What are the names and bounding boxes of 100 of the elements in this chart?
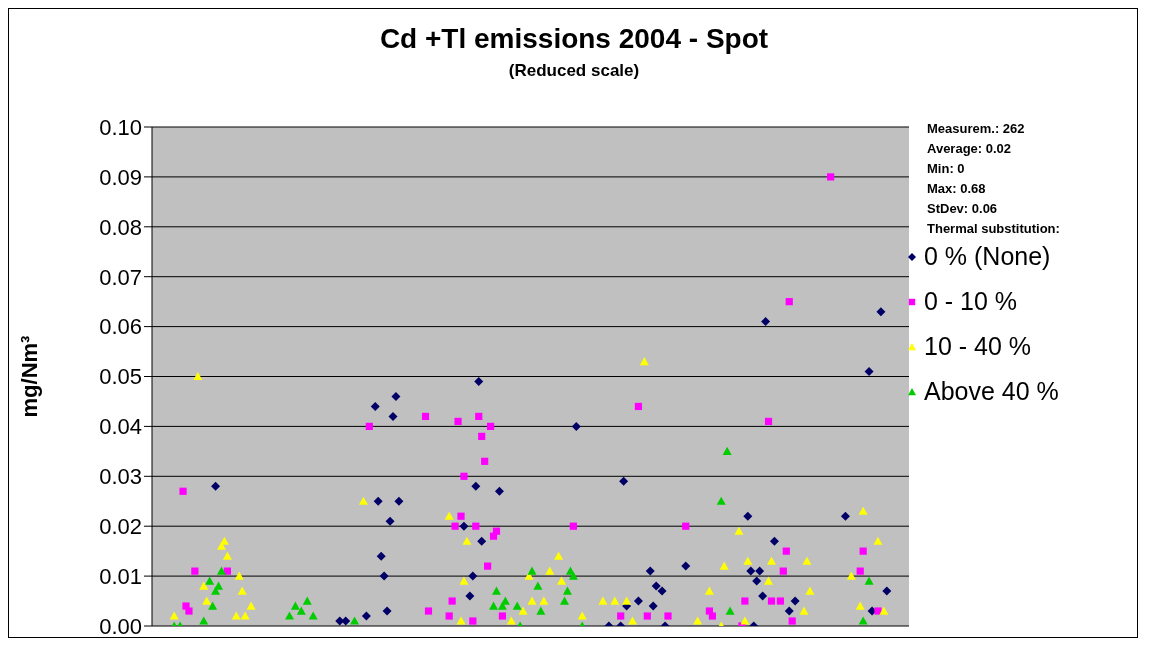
point <box>444 511 454 520</box>
point <box>394 496 404 506</box>
point <box>451 522 459 530</box>
y-tick-label: 0.03 <box>99 464 142 490</box>
text: Measurem.: 262 <box>927 121 1026 138</box>
point <box>471 481 481 491</box>
point <box>785 298 793 306</box>
point <box>469 617 477 625</box>
point <box>840 511 850 521</box>
point <box>234 571 244 580</box>
point <box>468 571 478 581</box>
point <box>876 307 886 317</box>
point <box>214 581 224 590</box>
point <box>494 486 504 496</box>
point <box>776 597 784 605</box>
y-tick-label: 0.02 <box>99 514 142 540</box>
point <box>246 601 256 610</box>
point <box>784 606 794 616</box>
legend-label: 0 % (None) <box>924 242 1051 271</box>
point <box>767 597 776 605</box>
point <box>199 581 209 590</box>
point <box>805 586 815 595</box>
point <box>216 566 226 575</box>
point <box>864 576 874 585</box>
point <box>457 512 465 520</box>
point <box>539 596 549 605</box>
point <box>799 606 809 615</box>
y-tick-label: 0.10 <box>99 114 142 140</box>
point <box>486 422 495 430</box>
point <box>681 561 691 571</box>
point <box>693 616 703 625</box>
point <box>628 616 638 625</box>
point <box>719 561 729 570</box>
y-axis-title: mg/Nm³ <box>17 335 42 418</box>
point <box>764 576 774 585</box>
point <box>639 357 649 366</box>
point <box>285 611 294 620</box>
point <box>779 567 787 575</box>
point <box>569 522 577 530</box>
point <box>858 616 868 625</box>
point <box>873 536 883 545</box>
point <box>545 566 555 575</box>
point <box>388 411 398 421</box>
point <box>864 367 874 377</box>
point <box>827 173 835 181</box>
point <box>856 567 864 575</box>
y-tick-label: 0.08 <box>99 214 142 240</box>
point <box>290 601 300 610</box>
point <box>755 566 765 576</box>
point <box>477 536 487 546</box>
point <box>657 586 667 596</box>
point <box>208 601 218 610</box>
point <box>767 556 776 565</box>
point <box>169 611 179 620</box>
point <box>424 607 433 615</box>
legend-label: 10 - 40 % <box>924 332 1032 361</box>
chart-subtitle: (Reduced scale) <box>507 61 641 81</box>
point <box>492 527 501 535</box>
point <box>741 597 749 605</box>
point <box>562 586 572 595</box>
point <box>237 586 247 595</box>
point <box>788 617 796 625</box>
point <box>716 496 726 505</box>
point <box>533 581 543 590</box>
point <box>385 516 395 526</box>
point <box>456 616 466 625</box>
point <box>489 601 499 610</box>
point <box>205 576 215 585</box>
point <box>296 606 306 615</box>
chart-title: Cd +Tl emissions 2004 - Spot <box>378 23 770 55</box>
point <box>191 567 199 575</box>
point <box>373 496 383 506</box>
point <box>790 596 800 606</box>
point <box>761 317 771 327</box>
point <box>617 612 625 620</box>
text: Max: 0.68 <box>927 181 987 198</box>
point <box>568 571 578 580</box>
point <box>782 547 790 555</box>
point <box>746 566 756 576</box>
y-tick-label: 0.06 <box>99 314 142 340</box>
point <box>769 536 779 546</box>
point <box>462 536 472 545</box>
point <box>500 596 510 605</box>
point <box>722 446 732 455</box>
y-tick-label: 0.07 <box>99 264 142 290</box>
text: Min: 0 <box>927 161 966 178</box>
legend-title: Thermal substitution: <box>927 221 1061 238</box>
point <box>308 611 318 620</box>
y-tick-label: 0.00 <box>99 613 142 639</box>
point <box>512 601 522 610</box>
point <box>651 581 661 591</box>
point <box>341 616 351 626</box>
point <box>481 457 489 465</box>
point <box>571 421 581 431</box>
point <box>619 476 629 486</box>
point <box>764 417 773 426</box>
point <box>506 616 516 625</box>
point <box>527 596 537 605</box>
point <box>478 432 486 440</box>
point <box>421 412 430 421</box>
